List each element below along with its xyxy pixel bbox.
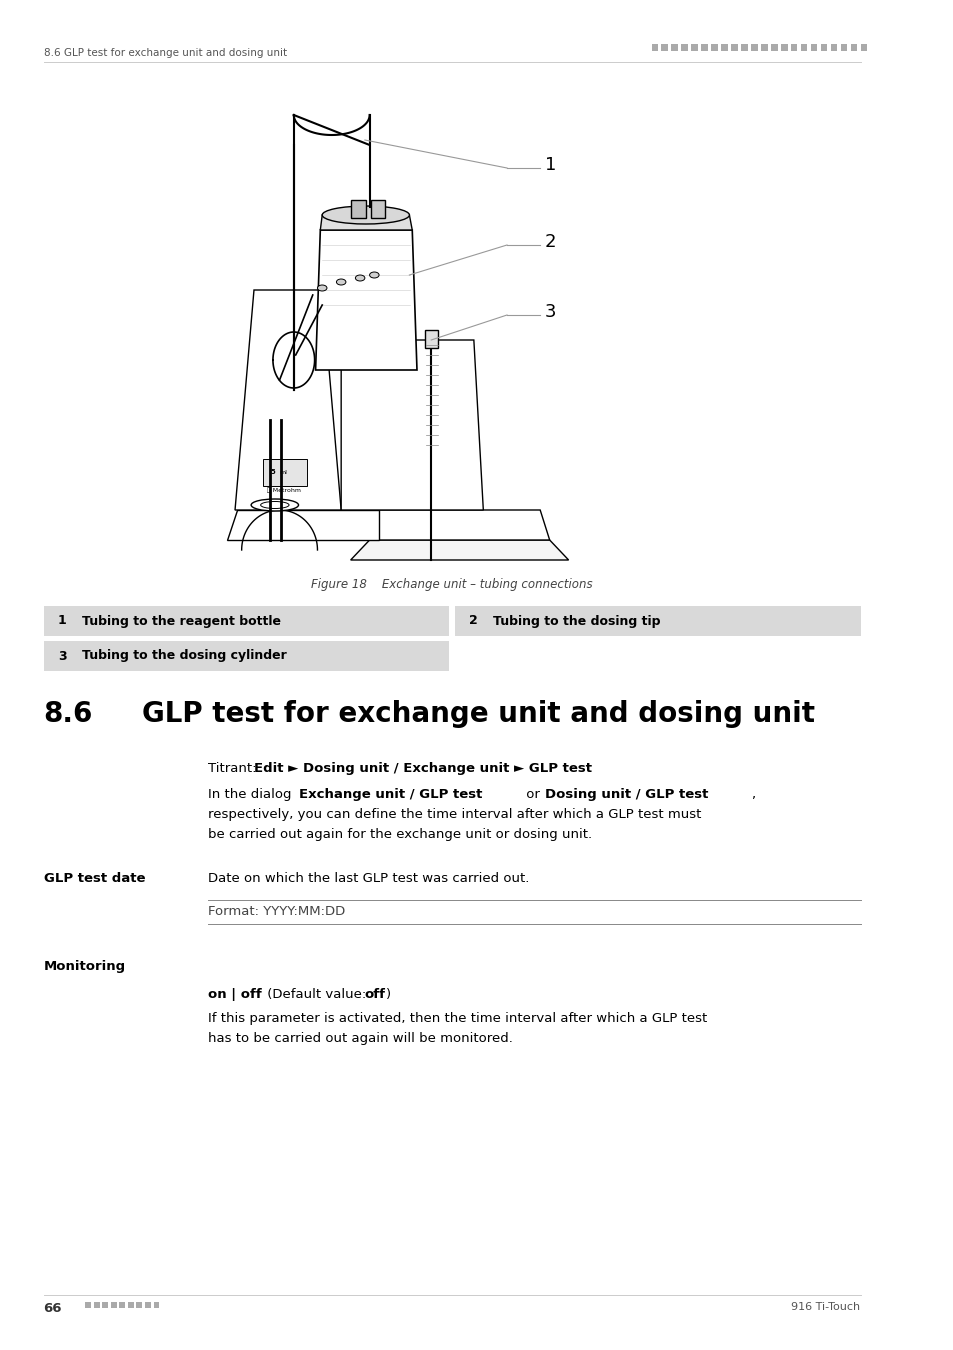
FancyBboxPatch shape	[720, 45, 727, 51]
Text: ,: ,	[751, 788, 755, 801]
Text: 1: 1	[58, 614, 67, 628]
FancyBboxPatch shape	[44, 606, 449, 636]
FancyBboxPatch shape	[262, 459, 307, 486]
Ellipse shape	[336, 279, 346, 285]
Polygon shape	[234, 290, 341, 510]
Polygon shape	[320, 215, 412, 230]
Text: In the dialog: In the dialog	[209, 788, 296, 801]
FancyBboxPatch shape	[136, 1301, 142, 1308]
FancyBboxPatch shape	[850, 45, 857, 51]
FancyBboxPatch shape	[455, 606, 860, 636]
Text: 916 Ti-Touch: 916 Ti-Touch	[791, 1301, 860, 1312]
Text: Tubing to the dosing cylinder: Tubing to the dosing cylinder	[81, 649, 286, 663]
FancyBboxPatch shape	[145, 1301, 151, 1308]
FancyBboxPatch shape	[760, 45, 767, 51]
FancyBboxPatch shape	[750, 45, 757, 51]
Text: 2: 2	[544, 234, 556, 251]
FancyBboxPatch shape	[660, 45, 667, 51]
FancyBboxPatch shape	[651, 45, 658, 51]
FancyBboxPatch shape	[740, 45, 747, 51]
Text: Titrant:: Titrant:	[209, 761, 261, 775]
Text: ): )	[385, 988, 391, 1000]
Text: be carried out again for the exchange unit or dosing unit.: be carried out again for the exchange un…	[209, 828, 592, 841]
Text: 8.6: 8.6	[44, 701, 92, 728]
Text: (Default value:: (Default value:	[263, 988, 371, 1000]
FancyBboxPatch shape	[671, 45, 678, 51]
FancyBboxPatch shape	[351, 200, 365, 217]
FancyBboxPatch shape	[153, 1301, 159, 1308]
Ellipse shape	[369, 271, 378, 278]
FancyBboxPatch shape	[840, 45, 846, 51]
Text: 8.6 GLP test for exchange unit and dosing unit: 8.6 GLP test for exchange unit and dosin…	[44, 49, 287, 58]
Text: 2: 2	[469, 614, 477, 628]
Text: Format: YYYY:MM:DD: Format: YYYY:MM:DD	[209, 904, 345, 918]
Text: 3: 3	[58, 649, 67, 663]
Text: Monitoring: Monitoring	[44, 960, 126, 973]
FancyBboxPatch shape	[810, 45, 817, 51]
FancyBboxPatch shape	[790, 45, 797, 51]
FancyBboxPatch shape	[119, 1301, 125, 1308]
Text: off: off	[364, 988, 385, 1000]
Text: respectively, you can define the time interval after which a GLP test must: respectively, you can define the time in…	[209, 809, 701, 821]
FancyBboxPatch shape	[93, 1301, 99, 1308]
Text: 3: 3	[544, 302, 556, 321]
Text: Date on which the last GLP test was carried out.: Date on which the last GLP test was carr…	[209, 872, 529, 886]
Text: GLP test for exchange unit and dosing unit: GLP test for exchange unit and dosing un…	[142, 701, 814, 728]
FancyBboxPatch shape	[424, 329, 437, 348]
Text: or: or	[521, 788, 544, 801]
Text: Exchange unit / GLP test: Exchange unit / GLP test	[299, 788, 482, 801]
FancyBboxPatch shape	[371, 200, 384, 217]
FancyBboxPatch shape	[830, 45, 837, 51]
FancyBboxPatch shape	[770, 45, 777, 51]
Ellipse shape	[251, 500, 298, 512]
FancyBboxPatch shape	[85, 1301, 91, 1308]
FancyBboxPatch shape	[680, 45, 687, 51]
FancyBboxPatch shape	[730, 45, 737, 51]
Text: Tubing to the dosing tip: Tubing to the dosing tip	[493, 614, 659, 628]
Text: ml: ml	[279, 470, 287, 474]
Text: Edit ► Dosing unit / Exchange unit ► GLP test: Edit ► Dosing unit / Exchange unit ► GLP…	[253, 761, 592, 775]
Polygon shape	[351, 540, 568, 560]
Text: Ⓜ Metrohm: Ⓜ Metrohm	[267, 487, 301, 493]
Text: has to be carried out again will be monitored.: has to be carried out again will be moni…	[209, 1031, 513, 1045]
Text: If this parameter is activated, then the time interval after which a GLP test: If this parameter is activated, then the…	[209, 1012, 707, 1025]
Text: 1: 1	[544, 157, 556, 174]
Text: Dosing unit / GLP test: Dosing unit / GLP test	[544, 788, 707, 801]
FancyBboxPatch shape	[44, 641, 449, 671]
FancyBboxPatch shape	[691, 45, 698, 51]
FancyBboxPatch shape	[711, 45, 717, 51]
FancyBboxPatch shape	[102, 1301, 108, 1308]
Polygon shape	[341, 340, 483, 510]
FancyBboxPatch shape	[860, 45, 866, 51]
Polygon shape	[315, 230, 416, 370]
FancyBboxPatch shape	[128, 1301, 133, 1308]
Text: Figure 18    Exchange unit – tubing connections: Figure 18 Exchange unit – tubing connect…	[311, 578, 592, 591]
Text: 5: 5	[270, 468, 274, 475]
FancyBboxPatch shape	[820, 45, 826, 51]
Text: on | off: on | off	[209, 988, 262, 1000]
Text: GLP test date: GLP test date	[44, 872, 145, 886]
Text: 66: 66	[44, 1301, 62, 1315]
FancyBboxPatch shape	[700, 45, 707, 51]
Text: Tubing to the reagent bottle: Tubing to the reagent bottle	[81, 614, 280, 628]
Ellipse shape	[317, 285, 327, 292]
FancyBboxPatch shape	[781, 45, 787, 51]
FancyBboxPatch shape	[111, 1301, 116, 1308]
Ellipse shape	[322, 207, 409, 224]
Polygon shape	[341, 510, 549, 540]
FancyBboxPatch shape	[800, 45, 806, 51]
Ellipse shape	[355, 275, 364, 281]
Polygon shape	[227, 510, 378, 540]
Ellipse shape	[260, 501, 289, 509]
